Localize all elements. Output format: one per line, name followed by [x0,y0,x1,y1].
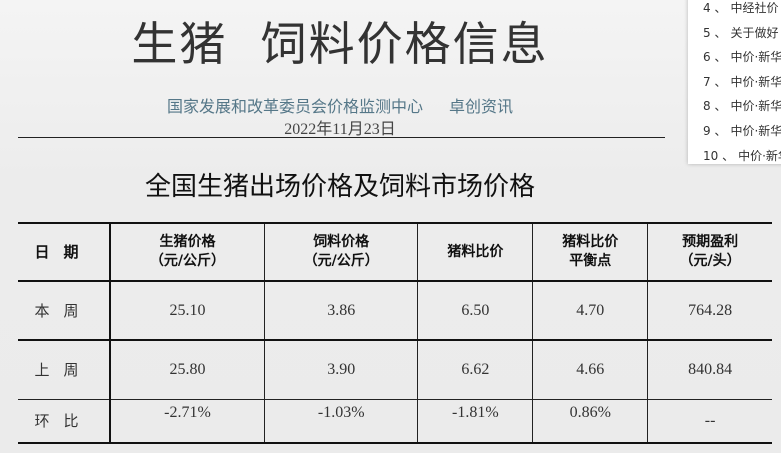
cell: 0.86% [532,398,649,444]
col-feed-price: 饲料价格 （元/公斤） [263,222,419,282]
cell: 840.84 [647,339,772,400]
row-label: 本周 [18,280,111,341]
related-link[interactable]: 10 、中价·新华 [703,148,781,163]
cell: 3.90 [263,339,419,400]
page-title: 生猪 饲料价格信息 [131,17,549,71]
cell: 25.10 [109,280,265,341]
cell: 6.50 [417,280,534,341]
col-ratio: 猪料比价 [417,222,534,282]
table-row: 环比 -2.71% -1.03% -1.81% 0.86% -- [18,398,772,444]
related-link[interactable]: 5 、关于做好 [703,25,779,40]
cell: 3.86 [263,280,419,341]
cell: 764.28 [647,280,772,341]
related-link[interactable]: 4 、中经社价 [703,1,779,15]
price-table: 日期 生猪价格 （元/公斤） 饲料价格 （元/公斤） 猪料比价 猪料比价 平衡点 预期… [18,222,772,444]
table-heading: 全国生猪出场价格及饲料市场价格 [144,172,535,202]
cell: -- [647,398,772,444]
related-link[interactable]: 9 、中价·新华 [703,123,781,138]
cell: 4.66 [532,339,649,400]
table-row: 本周 25.10 3.86 6.50 4.70 764.28 [18,280,772,341]
related-link[interactable]: 8 、中价·新华 [703,99,781,114]
row-label: 环比 [18,398,111,444]
divider [18,137,665,138]
cell: 4.70 [532,280,649,341]
source-ndrc: 国家发展和改革委员会价格监测中心 [166,99,423,116]
source-sci: 卓创资讯 [449,99,514,116]
table-row: 上周 25.80 3.90 6.62 4.66 840.84 [18,339,772,400]
col-date: 日期 [18,222,111,282]
col-breakeven: 猪料比价 平衡点 [532,222,649,282]
col-hog-price: 生猪价格 （元/公斤） [109,222,265,282]
related-link[interactable]: 6 、中价·新华 [703,50,781,65]
related-articles-panel: 4 、中经社价 5 、关于做好 6 、中价·新华 7 、中价·新华 8 、中价·… [688,0,781,164]
publish-date: 2022年11月23日 [284,121,396,138]
row-label: 上周 [18,339,111,400]
related-link[interactable]: 7 、中价·新华 [703,74,781,89]
header-row: 日期 生猪价格 （元/公斤） 饲料价格 （元/公斤） 猪料比价 猪料比价 平衡点 预期… [18,222,772,282]
source-line: 国家发展和改革委员会价格监测中心 卓创资讯 [0,93,680,117]
cell: 25.80 [109,339,265,400]
cell: -2.71% [109,398,265,444]
cell: 6.62 [417,339,534,400]
cell: -1.81% [417,398,534,444]
col-profit: 预期盈利 （元/头） [647,222,772,282]
cell: -1.03% [263,398,419,444]
